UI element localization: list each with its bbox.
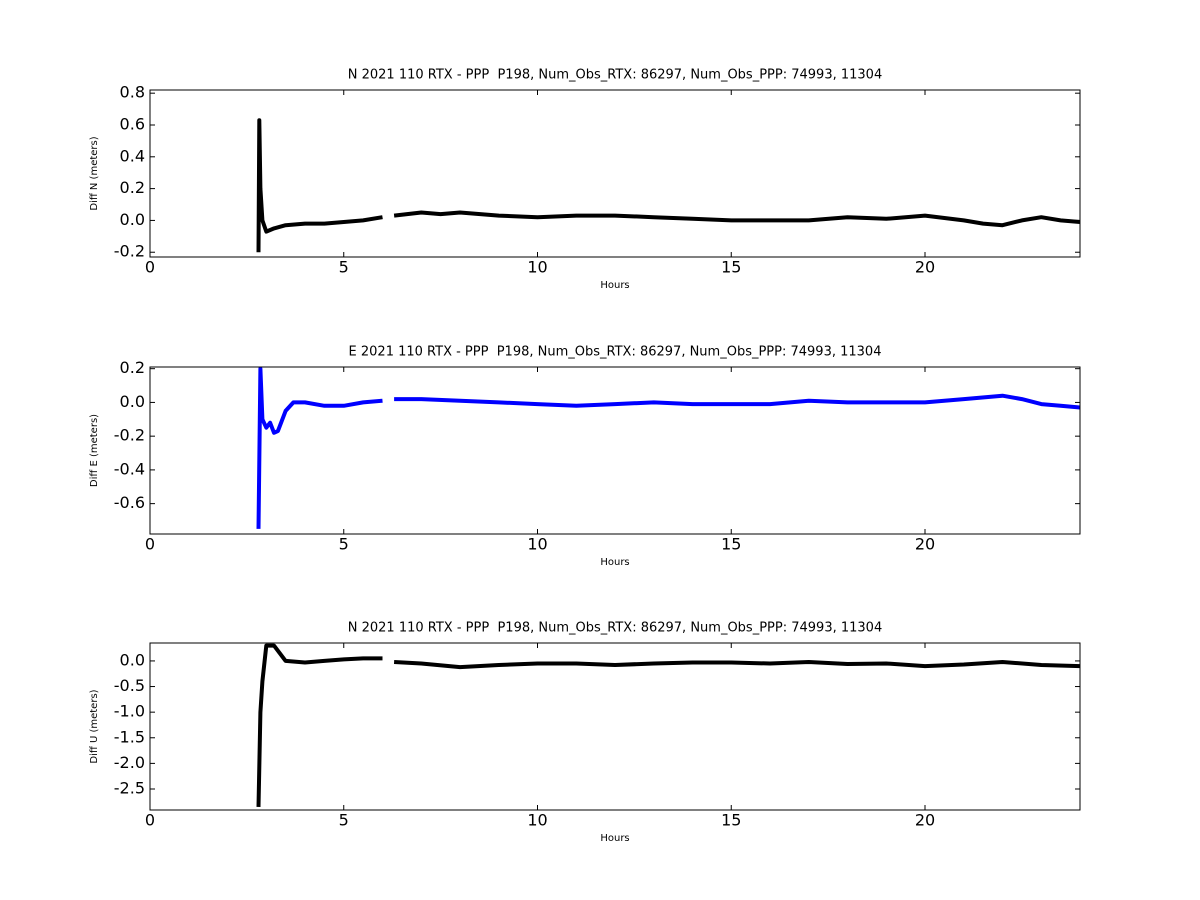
x-tick-label: 20 <box>915 258 935 277</box>
x-tick-label: 10 <box>527 258 547 277</box>
plot-frame <box>149 366 1081 535</box>
data-line <box>256 118 1080 253</box>
y-tick-label: 0.0 <box>120 392 145 411</box>
y-tick-label: 0.2 <box>120 178 145 197</box>
x-tick-label: 10 <box>527 535 547 554</box>
x-tick-label: 20 <box>915 811 935 830</box>
x-tick-label: 0 <box>145 811 155 830</box>
y-tick-label: -1.0 <box>114 702 145 721</box>
plot-frame <box>149 642 1081 811</box>
y-axis-label: Diff U (meters) <box>89 689 100 763</box>
y-tick-label: 0.2 <box>120 358 145 377</box>
x-axis-label: Hours <box>600 833 629 844</box>
x-tick-label: 10 <box>527 811 547 830</box>
y-tick-label: -0.6 <box>114 493 145 512</box>
y-tick-label: 0.0 <box>120 210 145 229</box>
y-tick-label: -2.5 <box>114 778 145 797</box>
y-axis-label: Diff E (meters) <box>89 414 100 487</box>
x-axis-label: Hours <box>600 280 629 291</box>
chart-title: N 2021 110 RTX - PPP P198, Num_Obs_RTX: … <box>348 621 882 636</box>
x-axis-label: Hours <box>600 557 629 568</box>
y-tick-label: 0.0 <box>120 650 145 669</box>
x-tick-label: 5 <box>339 258 349 277</box>
x-tick-label: 15 <box>721 258 741 277</box>
y-tick-label: 0.4 <box>120 146 145 165</box>
y-tick-label: -2.0 <box>114 753 145 772</box>
x-tick-label: 15 <box>721 811 741 830</box>
y-tick-label: -0.4 <box>114 459 145 478</box>
y-tick-label: -1.5 <box>114 727 145 746</box>
data-line <box>256 367 1080 529</box>
x-tick-label: 0 <box>145 535 155 554</box>
chart-title: N 2021 110 RTX - PPP P198, Num_Obs_RTX: … <box>348 68 882 83</box>
x-tick-label: 5 <box>339 535 349 554</box>
y-tick-label: -0.2 <box>114 242 145 261</box>
chart-title: E 2021 110 RTX - PPP P198, Num_Obs_RTX: … <box>349 345 882 360</box>
x-tick-label: 15 <box>721 535 741 554</box>
x-tick-label: 5 <box>339 811 349 830</box>
y-tick-label: -0.5 <box>114 676 145 695</box>
y-axis-label: Diff N (meters) <box>89 136 100 210</box>
data-line <box>256 643 1080 807</box>
y-tick-label: 0.6 <box>120 114 145 133</box>
y-tick-label: -0.2 <box>114 426 145 445</box>
x-tick-label: 0 <box>145 258 155 277</box>
x-tick-label: 20 <box>915 535 935 554</box>
plot-frame <box>149 89 1081 258</box>
y-tick-label: 0.8 <box>120 83 145 102</box>
